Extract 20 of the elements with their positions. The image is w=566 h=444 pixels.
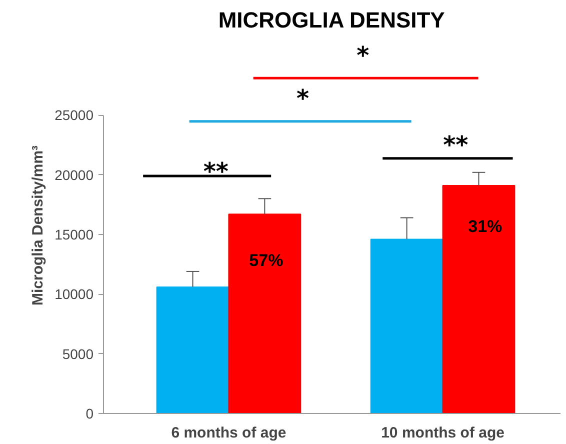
y-tick-label: 20000 bbox=[54, 166, 94, 183]
x-tick-label: 6 months of age bbox=[171, 424, 286, 442]
y-tick-label: 5000 bbox=[62, 346, 94, 362]
annotation: 57% bbox=[249, 251, 284, 270]
y-tick-label: 10000 bbox=[54, 286, 94, 302]
y-axis-title: Microglia Density/mm³ bbox=[30, 145, 47, 306]
chart-title: MICROGLIA DENSITY bbox=[218, 8, 446, 32]
x-tick-label: 10 months of age bbox=[381, 424, 504, 442]
annotation: ** bbox=[203, 157, 229, 186]
text: * bbox=[356, 41, 370, 70]
annotation: ** bbox=[443, 130, 469, 159]
bar bbox=[442, 185, 516, 414]
bar bbox=[156, 286, 230, 414]
y-tick-label: 25000 bbox=[54, 107, 94, 124]
y-tick-label: 15000 bbox=[54, 226, 94, 242]
annotation: 31% bbox=[468, 217, 502, 236]
y-tick-label: 0 bbox=[86, 406, 94, 422]
text: * bbox=[296, 84, 310, 113]
bar bbox=[370, 238, 444, 414]
bar bbox=[228, 214, 302, 414]
